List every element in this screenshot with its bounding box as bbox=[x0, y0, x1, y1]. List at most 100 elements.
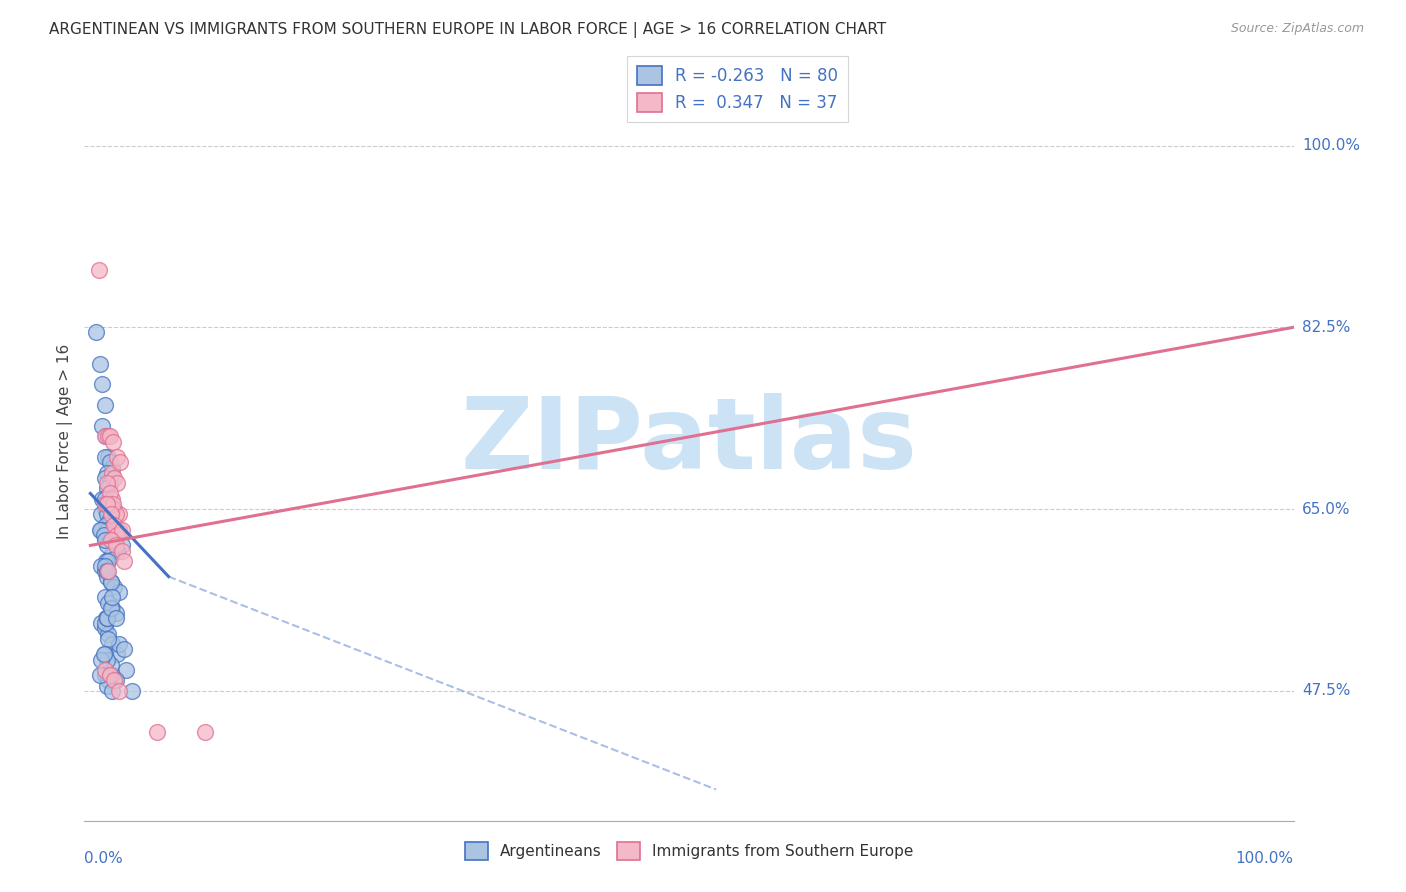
Point bbox=[105, 543, 128, 558]
Point bbox=[104, 508, 127, 522]
Point bbox=[101, 502, 124, 516]
Point bbox=[96, 508, 118, 522]
Point bbox=[101, 600, 124, 615]
Point bbox=[97, 673, 120, 688]
Point bbox=[103, 434, 125, 449]
Point bbox=[97, 565, 120, 579]
Point bbox=[96, 538, 118, 552]
Point bbox=[103, 471, 125, 485]
Point bbox=[96, 569, 118, 583]
Point bbox=[94, 591, 117, 605]
Point bbox=[108, 637, 131, 651]
Point bbox=[112, 642, 135, 657]
Point bbox=[94, 471, 117, 485]
Text: 100.0%: 100.0% bbox=[1302, 138, 1360, 153]
Point bbox=[91, 491, 114, 506]
Point bbox=[98, 486, 121, 500]
Point bbox=[94, 491, 117, 506]
Point bbox=[94, 668, 117, 682]
Point bbox=[91, 419, 114, 434]
Point bbox=[96, 653, 118, 667]
Point bbox=[105, 528, 128, 542]
Point bbox=[90, 653, 112, 667]
Point bbox=[101, 591, 124, 605]
Point bbox=[97, 554, 120, 568]
Point bbox=[87, 263, 110, 277]
Point bbox=[100, 657, 122, 672]
Point bbox=[98, 497, 121, 511]
Point bbox=[194, 725, 217, 739]
Point bbox=[98, 476, 121, 491]
Point bbox=[89, 357, 111, 371]
Point bbox=[98, 429, 121, 443]
Point bbox=[94, 663, 117, 677]
Point bbox=[101, 460, 124, 475]
Point bbox=[100, 549, 122, 563]
Point bbox=[115, 663, 138, 677]
Point bbox=[112, 554, 135, 568]
Point bbox=[96, 497, 118, 511]
Point bbox=[100, 533, 122, 548]
Point bbox=[94, 533, 117, 548]
Point bbox=[98, 512, 121, 526]
Point bbox=[89, 523, 111, 537]
Point bbox=[101, 637, 124, 651]
Point bbox=[96, 523, 118, 537]
Point bbox=[94, 502, 117, 516]
Point bbox=[90, 523, 112, 537]
Point bbox=[90, 616, 112, 631]
Point bbox=[108, 508, 131, 522]
Point bbox=[96, 565, 118, 579]
Text: 82.5%: 82.5% bbox=[1302, 320, 1350, 334]
Point bbox=[101, 491, 124, 506]
Point bbox=[94, 648, 117, 662]
Y-axis label: In Labor Force | Age > 16: In Labor Force | Age > 16 bbox=[58, 344, 73, 539]
Point bbox=[100, 528, 122, 542]
Point bbox=[94, 616, 117, 631]
Point bbox=[97, 429, 120, 443]
Point bbox=[97, 632, 120, 646]
Point bbox=[94, 450, 117, 464]
Point bbox=[103, 502, 125, 516]
Point bbox=[103, 533, 125, 548]
Point bbox=[108, 585, 131, 599]
Point bbox=[93, 648, 115, 662]
Point bbox=[101, 683, 124, 698]
Point bbox=[111, 538, 134, 552]
Point bbox=[96, 481, 118, 495]
Point bbox=[121, 683, 143, 698]
Point bbox=[96, 611, 118, 625]
Point bbox=[100, 574, 122, 589]
Point bbox=[111, 543, 134, 558]
Text: 47.5%: 47.5% bbox=[1302, 683, 1350, 698]
Point bbox=[100, 600, 122, 615]
Point bbox=[94, 554, 117, 568]
Point bbox=[96, 466, 118, 480]
Point bbox=[91, 377, 114, 392]
Point bbox=[111, 523, 134, 537]
Point bbox=[105, 476, 128, 491]
Point bbox=[96, 679, 118, 693]
Point bbox=[104, 538, 127, 552]
Point bbox=[103, 497, 125, 511]
Point bbox=[90, 559, 112, 574]
Legend: Argentineans, Immigrants from Southern Europe: Argentineans, Immigrants from Southern E… bbox=[458, 836, 920, 866]
Point bbox=[101, 502, 124, 516]
Point bbox=[103, 580, 125, 594]
Text: 0.0%: 0.0% bbox=[84, 851, 124, 866]
Point bbox=[86, 326, 108, 340]
Point bbox=[94, 517, 117, 532]
Text: 100.0%: 100.0% bbox=[1236, 851, 1294, 866]
Point bbox=[100, 574, 122, 589]
Point bbox=[101, 668, 124, 682]
Point bbox=[105, 450, 128, 464]
Point bbox=[104, 523, 127, 537]
Point bbox=[104, 611, 127, 625]
Point bbox=[105, 648, 128, 662]
Point bbox=[89, 668, 111, 682]
Point bbox=[97, 450, 120, 464]
Text: ZIPatlas: ZIPatlas bbox=[461, 393, 917, 490]
Text: ARGENTINEAN VS IMMIGRANTS FROM SOUTHERN EUROPE IN LABOR FORCE | AGE > 16 CORRELA: ARGENTINEAN VS IMMIGRANTS FROM SOUTHERN … bbox=[49, 22, 886, 38]
Point bbox=[94, 611, 117, 625]
Point bbox=[103, 673, 125, 688]
